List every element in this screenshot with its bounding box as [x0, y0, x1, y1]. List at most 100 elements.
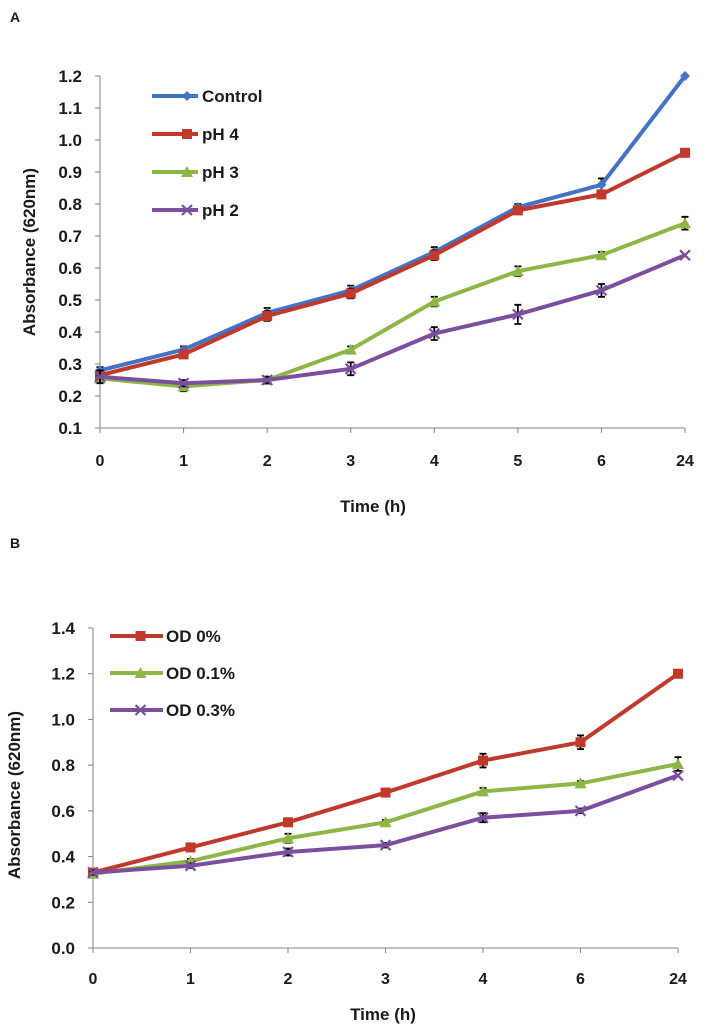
series-ph-4 [95, 147, 690, 381]
legend-marker [182, 91, 192, 101]
x-axis-title: Time (h) [350, 1005, 416, 1024]
x-tick-label: 1 [179, 453, 188, 470]
legend-marker [134, 704, 147, 716]
data-point [679, 217, 691, 229]
data-point [428, 327, 441, 340]
data-point [344, 363, 357, 375]
series-ph-3 [94, 215, 691, 393]
data-point [87, 866, 99, 879]
x-tick-label: 3 [346, 453, 355, 470]
data-point [177, 377, 190, 389]
legend-label: pH 2 [202, 201, 239, 220]
y-tick-label: 0.7 [58, 227, 82, 246]
data-point [511, 265, 524, 277]
data-point [672, 758, 684, 769]
y-tick-label: 0.2 [51, 893, 75, 912]
x-tick-label: 0 [89, 971, 98, 988]
panel-letter-a: A [10, 9, 20, 25]
data-point [478, 755, 488, 766]
y-tick-label: 0.8 [58, 195, 82, 214]
data-point [379, 816, 392, 828]
data-point [512, 308, 524, 321]
data-point [185, 842, 196, 853]
y-tick-label: 1.2 [58, 67, 82, 86]
y-tick-label: 0.5 [58, 291, 82, 310]
data-point [283, 817, 293, 828]
data-point [574, 777, 587, 789]
legend-marker [181, 204, 193, 216]
series-ph-2 [94, 249, 691, 389]
x-tick-label: 5 [513, 453, 522, 470]
data-point [595, 284, 608, 297]
y-tick-label: 0.6 [51, 802, 75, 821]
x-tick-label: 24 [676, 453, 694, 470]
legend-item: pH 2 [152, 201, 239, 220]
y-tick-label: 0.0 [51, 939, 75, 958]
data-point [345, 288, 356, 299]
data-point [344, 343, 357, 355]
data-point [282, 832, 294, 844]
data-point [679, 249, 691, 261]
legend-label: pH 3 [202, 163, 239, 182]
legend-marker [182, 129, 192, 139]
x-tick-label: 2 [263, 453, 272, 470]
x-tick-label: 24 [669, 971, 687, 988]
data-point [596, 179, 607, 190]
data-point [596, 189, 607, 200]
x-tick-label: 4 [479, 971, 488, 988]
y-tick-label: 1.2 [51, 665, 75, 684]
legend-label: OD 0.3% [166, 701, 235, 720]
legend-label: Control [202, 87, 262, 106]
y-axis-title: Absorbance (620nm) [5, 711, 24, 879]
data-point [512, 205, 523, 216]
data-point [380, 787, 391, 798]
legend-label: pH 4 [202, 125, 239, 144]
data-point [429, 250, 440, 261]
chart-b: 0.0 0.2 0.4 0.6 0.8 1.0 1.2 1.4 0 1 2 3 4 6 24 Time (h)… [5, 619, 687, 1024]
x-tick-label: 6 [597, 453, 606, 470]
legend-marker [181, 166, 193, 177]
x-tick-label: 3 [381, 971, 390, 988]
data-point [379, 839, 392, 851]
x-tick-label: 1 [186, 971, 195, 988]
series-line-control [99, 74, 687, 373]
y-tick-label: 0.4 [58, 323, 82, 342]
legend: OD 0% OD 0.1% OD 0.3% [110, 627, 235, 720]
panel-letter-b: B [10, 535, 20, 551]
data-point [680, 71, 690, 81]
data-point [178, 349, 189, 360]
data-point [574, 805, 587, 817]
y-tick-label: 0.3 [58, 355, 82, 374]
data-point [672, 769, 684, 782]
legend-item: OD 0.3% [110, 701, 235, 720]
legend-marker [134, 667, 147, 678]
legend-item: OD 0.1% [110, 664, 235, 683]
legend-item: pH 4 [152, 125, 239, 144]
y-tick-label: 0.4 [51, 848, 75, 867]
series-line-ph-4 [99, 151, 686, 378]
y-tick-label: 0.1 [58, 419, 82, 438]
x-tick-label: 2 [284, 971, 293, 988]
series-line-ph-3 [99, 221, 686, 389]
y-tick-label: 0.2 [58, 387, 82, 406]
legend-label: OD 0% [166, 627, 221, 646]
legend: Control pH 4 pH 3 pH 2 [152, 87, 262, 220]
data-point [282, 846, 294, 858]
y-tick-label: 0.9 [58, 163, 82, 182]
legend-marker [135, 631, 146, 641]
chart-a: 0.1 0.2 0.3 0.4 0.5 0.6 0.7 0.8 0.9 1.0 1.1 1.2 0 1 2 3… [20, 67, 694, 516]
data-point [262, 311, 273, 321]
y-tick-label: 0.6 [58, 259, 82, 278]
y-axis-title: Absorbance (620nm) [20, 168, 39, 336]
data-point [261, 374, 273, 386]
data-point [477, 785, 489, 797]
data-point [575, 737, 586, 748]
legend-item: Control [152, 87, 262, 106]
data-point [184, 859, 197, 872]
legend-item: OD 0% [110, 627, 221, 646]
series-line-ph-2 [99, 253, 686, 386]
y-tick-label: 1.0 [51, 710, 75, 729]
x-tick-label: 4 [430, 453, 439, 470]
legend-label: OD 0.1% [166, 664, 235, 683]
